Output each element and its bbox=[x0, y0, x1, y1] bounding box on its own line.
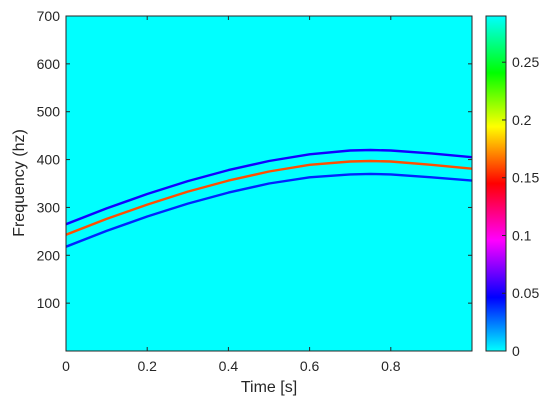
x-tick-label: 0.4 bbox=[219, 358, 239, 374]
x-tick-label: 0.8 bbox=[381, 358, 401, 374]
y-tick-label: 200 bbox=[37, 247, 61, 263]
colorbar-tick-label: 0.2 bbox=[512, 112, 532, 128]
ridge-line-3 bbox=[66, 172, 472, 248]
colorbar: 0 0.05 0.1 0.15 0.2 0.25 bbox=[485, 15, 539, 359]
plot-frame bbox=[65, 15, 473, 352]
x-tick-label: 0 bbox=[62, 358, 70, 374]
y-tick-label: 400 bbox=[37, 152, 61, 168]
frequency-ridges bbox=[66, 148, 472, 248]
y-tick-label: 300 bbox=[37, 199, 61, 215]
ridge-line-1 bbox=[66, 148, 472, 226]
y-tick-label: 500 bbox=[37, 104, 61, 120]
colorbar-tick-label: 0.1 bbox=[512, 227, 532, 243]
colorbar-gradient bbox=[485, 15, 507, 352]
colorbar-ticks: 0 0.05 0.1 0.15 0.2 0.25 bbox=[502, 54, 539, 359]
y-axis-label: Frequency (hz) bbox=[11, 129, 28, 237]
colorbar-tick-label: 0.25 bbox=[512, 54, 539, 70]
x-tick-label: 0.2 bbox=[137, 358, 157, 374]
colorbar-tick-label: 0.05 bbox=[512, 285, 539, 301]
y-axis: 100 200 300 400 500 600 700 bbox=[37, 8, 472, 311]
x-axis: 0 0.2 0.4 0.6 0.8 bbox=[62, 16, 401, 374]
x-tick-label: 0.6 bbox=[300, 358, 320, 374]
y-tick-label: 600 bbox=[37, 56, 61, 72]
plot-area bbox=[65, 15, 473, 352]
y-tick-label: 100 bbox=[37, 295, 61, 311]
y-tick-label: 700 bbox=[37, 8, 61, 24]
colorbar-tick-label: 0.15 bbox=[512, 170, 539, 186]
ridge-line-2 bbox=[66, 159, 472, 236]
colorbar-tick-label: 0 bbox=[512, 343, 520, 359]
x-axis-label: Time [s] bbox=[241, 379, 297, 396]
